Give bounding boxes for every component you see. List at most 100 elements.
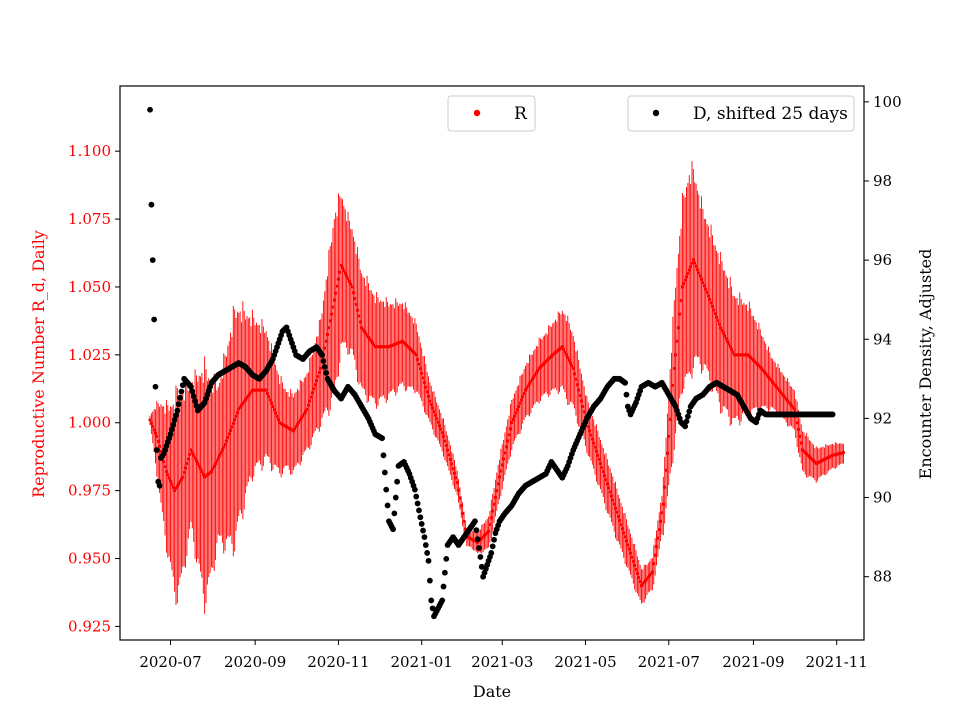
- r-point: [799, 441, 803, 445]
- r-point: [235, 411, 239, 415]
- d-point: [416, 507, 422, 514]
- r-point: [674, 353, 678, 357]
- r-point: [682, 281, 686, 286]
- r-point: [194, 459, 199, 463]
- r-point: [215, 459, 219, 463]
- r-point: [443, 439, 447, 443]
- d-point: [425, 557, 432, 564]
- r-point: [340, 266, 345, 270]
- x-tick-label: 2021-03: [471, 653, 533, 671]
- r-point: [605, 482, 609, 486]
- r-point: [155, 434, 159, 438]
- r-point: [650, 570, 655, 574]
- r-point: [454, 476, 458, 480]
- r-point: [324, 339, 328, 343]
- y-left-tick-label: 1.075: [68, 210, 111, 228]
- r-point: [328, 319, 332, 323]
- r-point: [414, 353, 418, 357]
- r-point: [437, 424, 442, 428]
- r-point: [183, 466, 188, 470]
- r-point: [496, 482, 500, 486]
- d-point: [477, 554, 484, 560]
- d-point: [623, 391, 630, 398]
- r-point: [656, 536, 660, 540]
- r-point: [198, 467, 203, 471]
- d-point: [428, 597, 435, 604]
- d-point: [190, 393, 197, 400]
- r-point: [192, 453, 196, 457]
- r-point: [323, 346, 327, 350]
- r-point: [265, 391, 270, 396]
- r-point: [164, 470, 169, 474]
- r-point: [308, 399, 312, 403]
- d-point: [443, 555, 450, 562]
- r-point: [678, 312, 682, 316]
- r-point: [630, 555, 634, 559]
- y-right-tick-label: 98: [873, 172, 892, 190]
- r-point: [731, 350, 735, 354]
- d-point: [391, 510, 398, 517]
- d-point: [413, 493, 420, 500]
- d-point: [424, 550, 431, 556]
- r-point: [518, 401, 522, 405]
- r-point: [316, 374, 320, 379]
- r-point: [354, 302, 358, 307]
- r-point: [185, 461, 189, 466]
- r-point: [223, 442, 227, 447]
- d-point: [686, 408, 693, 415]
- r-point: [564, 353, 569, 357]
- r-point: [486, 529, 491, 533]
- r-point: [500, 463, 504, 467]
- x-tick-label: 2021-11: [806, 653, 868, 671]
- r-point: [227, 432, 231, 436]
- r-point: [357, 314, 361, 318]
- d-point: [390, 526, 396, 533]
- r-point: [627, 547, 631, 551]
- r-point: [186, 457, 190, 461]
- r-point: [269, 401, 274, 405]
- r-point: [190, 451, 194, 455]
- r-point: [339, 263, 343, 267]
- r-point: [336, 277, 341, 281]
- r-point: [691, 258, 695, 262]
- r-point: [153, 431, 158, 435]
- r-point: [168, 479, 173, 483]
- r-point: [570, 364, 574, 368]
- r-point: [231, 421, 235, 425]
- r-point: [713, 311, 717, 316]
- r-point: [798, 434, 802, 438]
- x-axis-label: Date: [473, 682, 511, 701]
- d-point: [147, 106, 153, 113]
- r-point: [417, 362, 421, 366]
- r-point: [633, 563, 637, 567]
- d-point: [192, 398, 198, 404]
- d-point: [474, 536, 481, 542]
- r-point: [792, 407, 796, 411]
- r-point: [514, 411, 518, 415]
- r-point: [335, 284, 339, 288]
- r-point: [448, 457, 452, 462]
- x-tick-label: 2020-07: [139, 653, 201, 671]
- r-point: [181, 475, 185, 479]
- d-point: [472, 518, 478, 525]
- r-point: [675, 339, 679, 343]
- r-point: [506, 439, 510, 443]
- legend-d-marker: [652, 109, 660, 117]
- r-point: [623, 535, 627, 539]
- r-point: [428, 399, 432, 403]
- d-point: [320, 358, 327, 364]
- d-point: [442, 569, 448, 576]
- r-point: [317, 370, 321, 375]
- d-point: [173, 412, 179, 419]
- r-point: [152, 428, 156, 432]
- r-point: [725, 339, 730, 343]
- x-tick-label: 2021-01: [391, 653, 453, 671]
- d-point: [685, 413, 691, 420]
- r-point: [593, 445, 597, 449]
- r-point: [274, 411, 278, 415]
- r-point: [603, 474, 607, 478]
- r-point: [616, 514, 620, 519]
- r-point: [600, 465, 604, 470]
- r-point: [233, 418, 237, 422]
